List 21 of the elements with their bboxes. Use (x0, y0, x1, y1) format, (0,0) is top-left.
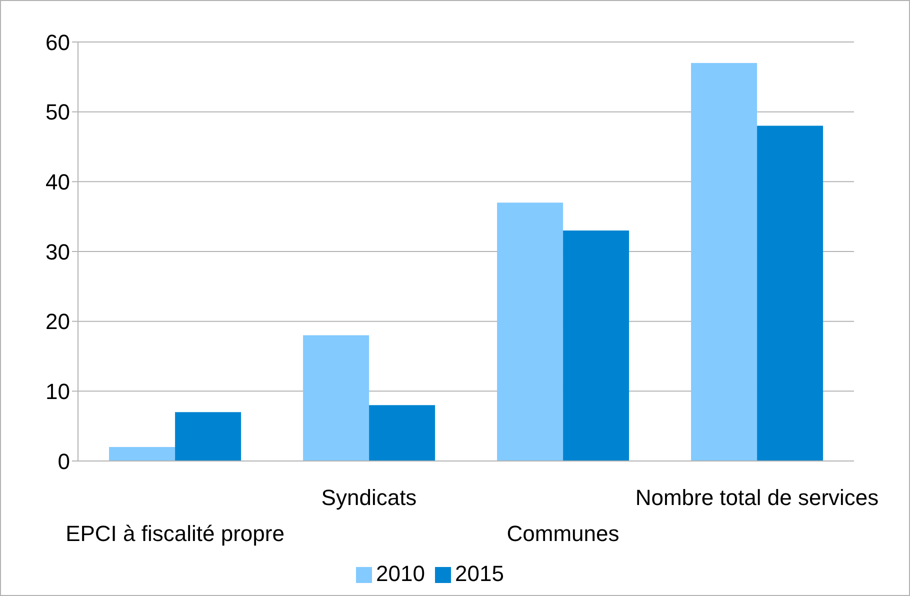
x-tick-label: Syndicats (321, 485, 417, 510)
y-tick-label: 50 (46, 100, 70, 125)
bar (303, 335, 370, 461)
bar (175, 412, 242, 461)
y-tick-label: 0 (58, 448, 70, 474)
x-tick-label: EPCI à fiscalité propre (66, 521, 284, 546)
x-tick-label: Communes (506, 521, 620, 546)
x-tick-label: Nombre total de services (635, 485, 879, 510)
legend-label: 2015 (455, 561, 504, 586)
bar (109, 447, 176, 461)
y-tick-label: 40 (46, 169, 70, 194)
bar (691, 62, 758, 461)
bar (757, 126, 824, 461)
y-tick-label: 60 (46, 30, 70, 55)
bar (563, 230, 630, 461)
bar (497, 202, 564, 461)
legend-label: 2010 (376, 561, 425, 586)
y-tick-label: 20 (46, 309, 70, 334)
y-tick-label: 30 (46, 239, 70, 264)
bar (369, 405, 436, 461)
y-tick-label: 10 (46, 378, 70, 404)
